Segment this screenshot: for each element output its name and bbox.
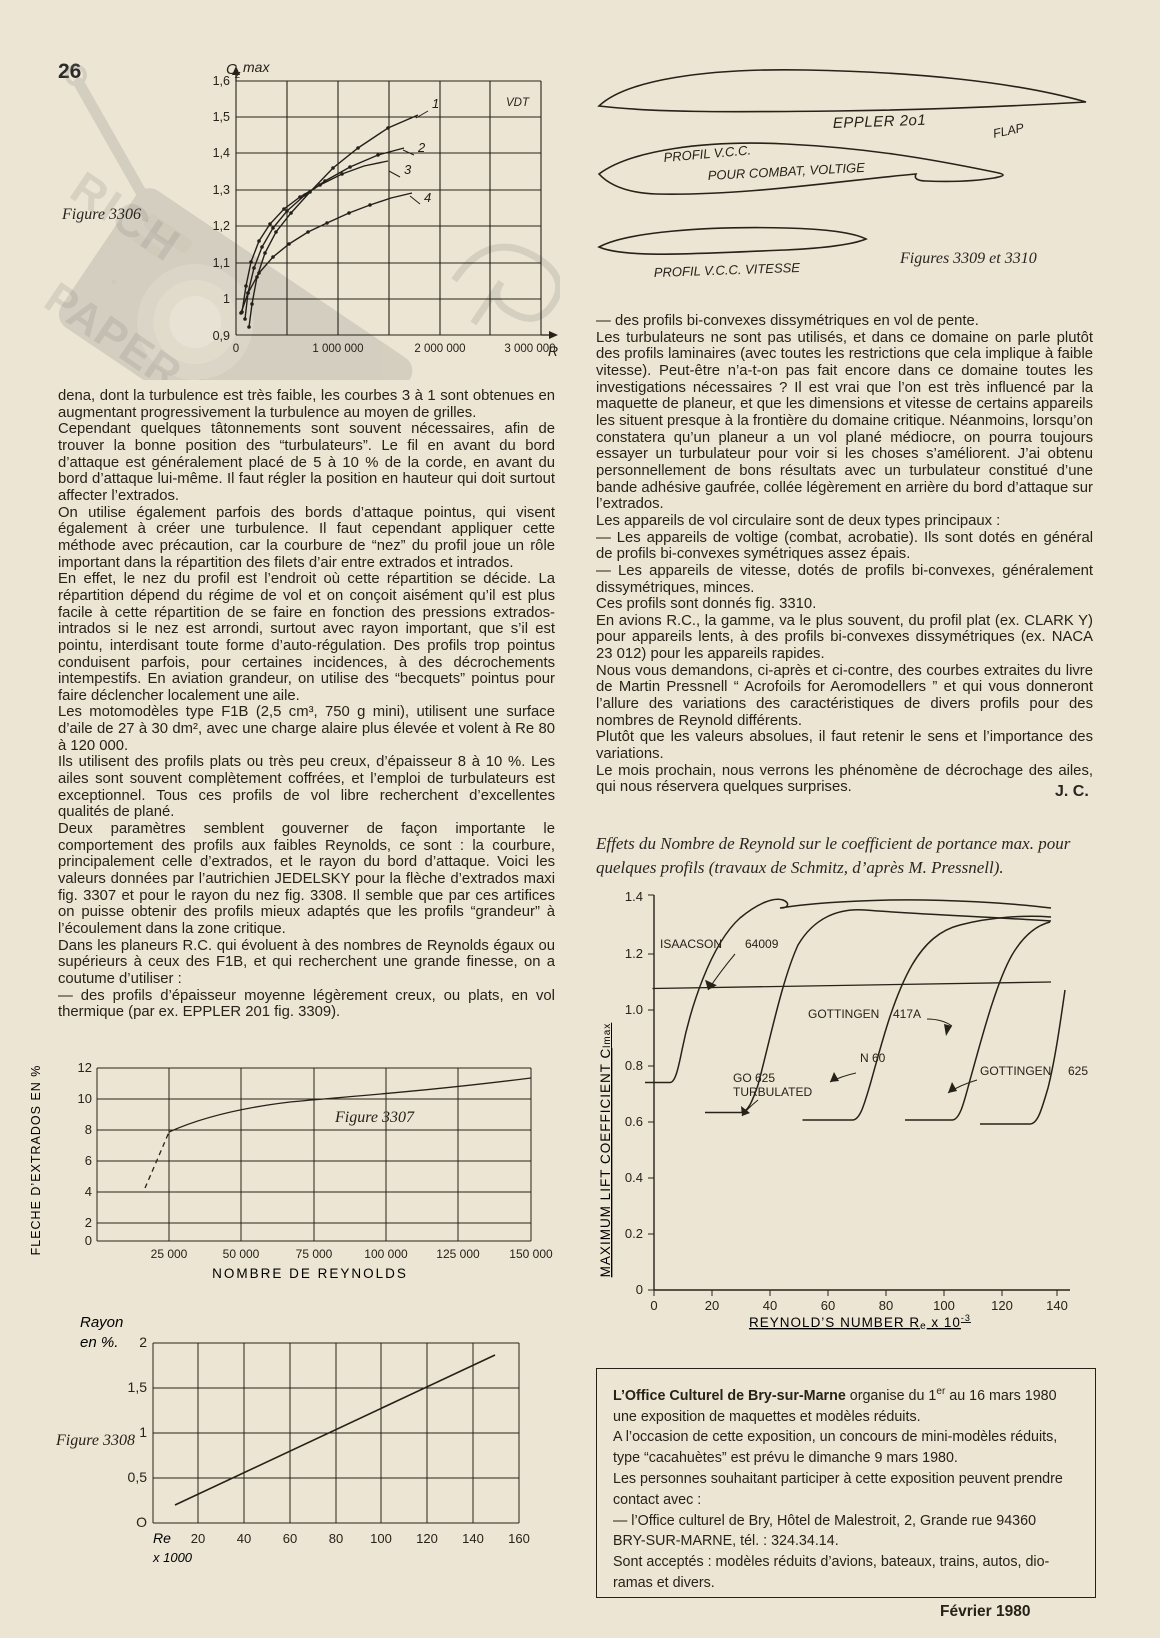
svg-text:en %.: en %. — [80, 1334, 118, 1351]
svg-text:1,1: 1,1 — [213, 256, 230, 270]
svg-text:0.2: 0.2 — [625, 1226, 643, 1241]
svg-text:GO 625: GO 625 — [733, 1071, 775, 1085]
svg-text:625: 625 — [1068, 1064, 1088, 1078]
svg-text:125 000: 125 000 — [436, 1247, 480, 1261]
svg-text:60: 60 — [821, 1298, 835, 1313]
svg-text:120: 120 — [416, 1531, 438, 1546]
svg-text:12: 12 — [78, 1060, 92, 1075]
svg-text:R: R — [548, 343, 558, 359]
svg-text:8: 8 — [85, 1122, 92, 1137]
svg-text:75 000: 75 000 — [296, 1247, 333, 1261]
svg-text:80: 80 — [329, 1531, 343, 1546]
svg-text:4: 4 — [424, 190, 431, 205]
svg-text:2: 2 — [85, 1215, 92, 1230]
svg-text:1,5: 1,5 — [213, 110, 230, 124]
svg-text:max: max — [243, 60, 270, 75]
svg-text:40: 40 — [763, 1298, 777, 1313]
svg-text:z: z — [234, 69, 241, 81]
svg-text:POUR COMBAT, VOLTIGE: POUR COMBAT, VOLTIGE — [707, 160, 865, 183]
svg-text:0: 0 — [636, 1282, 643, 1297]
svg-text:2 000 000: 2 000 000 — [414, 343, 465, 355]
svg-text:64009: 64009 — [745, 937, 779, 951]
svg-text:PROFIL V.C.C.: PROFIL V.C.C. — [663, 142, 752, 165]
svg-text:Rayon: Rayon — [80, 1314, 123, 1331]
svg-text:2: 2 — [139, 1334, 147, 1350]
svg-text:100: 100 — [370, 1531, 392, 1546]
svg-text:4: 4 — [85, 1184, 92, 1199]
svg-text:40: 40 — [237, 1531, 251, 1546]
svg-text:120: 120 — [991, 1298, 1013, 1313]
svg-text:10: 10 — [78, 1091, 92, 1106]
svg-text:60: 60 — [283, 1531, 297, 1546]
svg-text:6: 6 — [85, 1153, 92, 1168]
svg-text:160: 160 — [508, 1531, 530, 1546]
svg-text:0,5: 0,5 — [128, 1469, 148, 1485]
svg-text:PROFIL V.C.C. VITESSE: PROFIL V.C.C. VITESSE — [654, 260, 801, 280]
svg-text:80: 80 — [879, 1298, 893, 1313]
svg-text:0: 0 — [233, 343, 239, 355]
svg-text:0: 0 — [650, 1298, 657, 1313]
svg-text:GOTTINGEN: GOTTINGEN — [808, 1007, 879, 1021]
svg-text:2: 2 — [417, 140, 426, 155]
svg-text:Figure 3307: Figure 3307 — [334, 1109, 415, 1126]
svg-text:1.4: 1.4 — [625, 890, 643, 904]
svg-text:100 000: 100 000 — [364, 1247, 408, 1261]
svg-text:0,9: 0,9 — [213, 329, 230, 343]
svg-text:FLAP: FLAP — [992, 121, 1026, 141]
svg-text:0.4: 0.4 — [625, 1170, 643, 1185]
svg-text:0.8: 0.8 — [625, 1058, 643, 1073]
svg-text:150 000: 150 000 — [509, 1247, 553, 1261]
svg-text:TURBULATED: TURBULATED — [733, 1085, 812, 1099]
svg-text:Figure 3308: Figure 3308 — [55, 1432, 135, 1449]
svg-text:x 1000: x 1000 — [152, 1550, 193, 1565]
svg-text:3: 3 — [404, 162, 412, 177]
svg-text:20: 20 — [191, 1531, 205, 1546]
svg-text:1,4: 1,4 — [213, 146, 230, 160]
svg-text:1: 1 — [223, 292, 230, 306]
svg-text:GOTTINGEN: GOTTINGEN — [980, 1064, 1051, 1078]
svg-text:NOMBRE DE REYNOLDS: NOMBRE DE REYNOLDS — [212, 1266, 408, 1281]
svg-text:EPPLER 2o1: EPPLER 2o1 — [833, 112, 927, 132]
svg-text:1,2: 1,2 — [213, 219, 230, 233]
svg-text:0: 0 — [85, 1233, 92, 1248]
svg-text:1: 1 — [139, 1424, 147, 1440]
svg-text:FLECHE D’EXTRADOS EN %: FLECHE D’EXTRADOS EN % — [29, 1065, 43, 1256]
svg-text:100: 100 — [933, 1298, 955, 1313]
svg-text:0.6: 0.6 — [625, 1114, 643, 1129]
svg-text:1,5: 1,5 — [128, 1379, 148, 1395]
svg-text:1: 1 — [432, 96, 439, 111]
svg-text:1,3: 1,3 — [213, 183, 230, 197]
svg-text:50 000: 50 000 — [223, 1247, 260, 1261]
svg-text:VDT: VDT — [506, 97, 530, 109]
svg-text:25 000: 25 000 — [151, 1247, 188, 1261]
svg-text:Re: Re — [153, 1530, 171, 1546]
svg-text:O: O — [136, 1514, 147, 1530]
svg-text:ISAACSON: ISAACSON — [660, 937, 722, 951]
svg-text:20: 20 — [705, 1298, 719, 1313]
svg-text:1 000 000: 1 000 000 — [312, 343, 363, 355]
svg-text:417A: 417A — [893, 1007, 921, 1021]
svg-text:1.0: 1.0 — [625, 1002, 643, 1017]
svg-text:140: 140 — [1046, 1298, 1068, 1313]
svg-text:1.2: 1.2 — [625, 946, 643, 961]
svg-text:REYNOLD’S NUMBER Re x 10-3: REYNOLD’S NUMBER Re x 10-3 — [749, 1313, 971, 1330]
svg-text:N 60: N 60 — [860, 1051, 886, 1065]
svg-text:140: 140 — [462, 1531, 484, 1546]
svg-text:MAXIMUM LIFT COEFFICIENT Clma: MAXIMUM LIFT COEFFICIENT Clmax — [598, 1023, 613, 1278]
